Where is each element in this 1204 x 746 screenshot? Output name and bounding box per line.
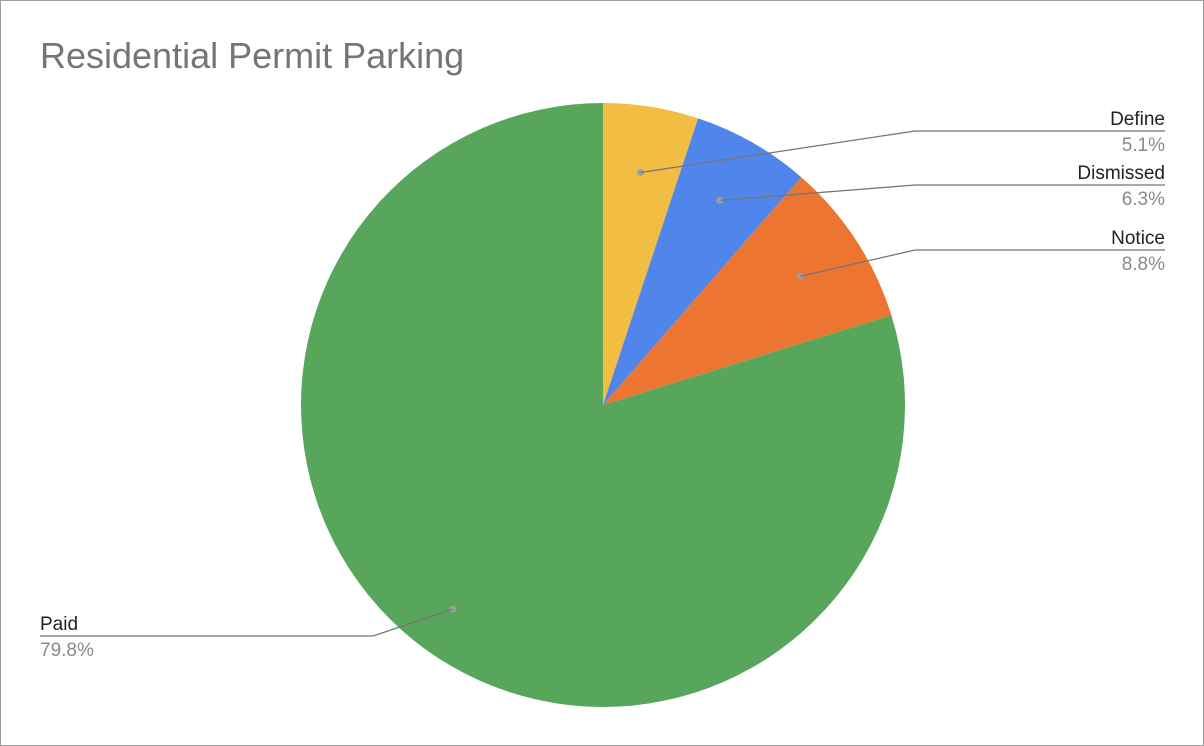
leader-line-dismissed [719, 184, 1165, 202]
pie-slice-dismissed[interactable] [603, 118, 802, 406]
slices-layer [300, 103, 905, 707]
chart-title: Residential Permit Parking [40, 35, 465, 76]
leader-line-paid [40, 608, 453, 637]
labels-layer: Define 5.1% Dismissed 6.3% Notice 8.8% Paid 79.… [40, 109, 1165, 661]
slice-label-define: Define [1110, 109, 1165, 130]
slice-percent-paid: 79.8% [40, 640, 94, 661]
slice-percent-notice: 8.8% [1122, 254, 1165, 275]
pie-slice-paid[interactable] [300, 103, 905, 707]
pie-slice-notice[interactable] [603, 177, 892, 405]
leader-line-notice [800, 249, 1165, 277]
slice-percent-dismissed: 6.3% [1122, 189, 1165, 210]
slice-label-dismissed: Dismissed [1077, 163, 1165, 184]
slice-label-notice: Notice [1111, 228, 1165, 249]
slice-label-paid: Paid [40, 614, 78, 635]
pie-slice-define[interactable] [603, 103, 699, 405]
leader-line-define [640, 130, 1165, 174]
slice-percent-define: 5.1% [1122, 135, 1165, 156]
